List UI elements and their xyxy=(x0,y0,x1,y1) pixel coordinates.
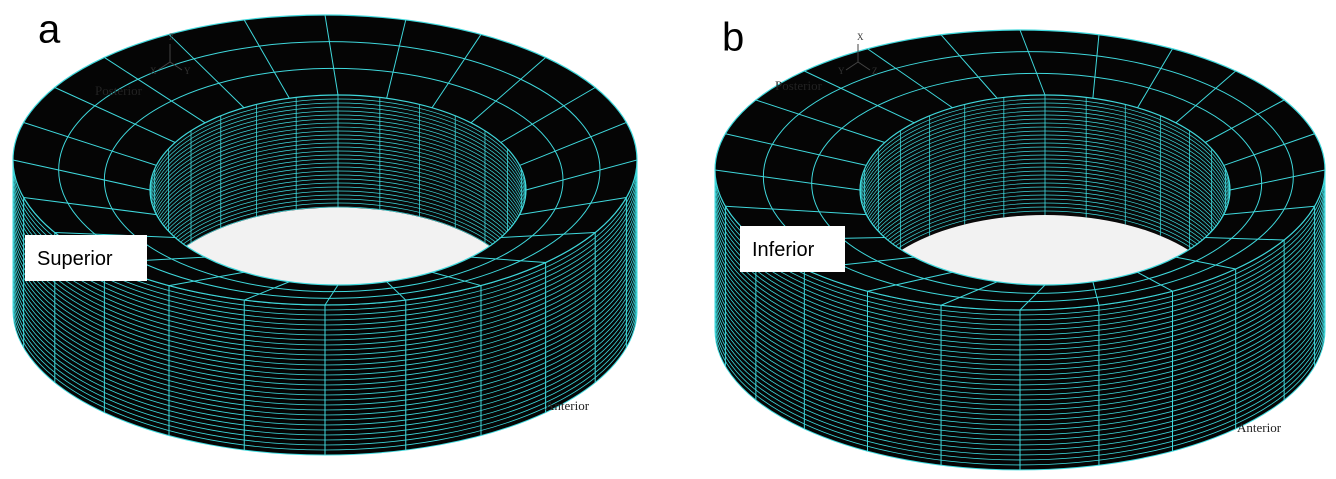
orientation-label: Posterior xyxy=(775,78,823,93)
axis-label: Z xyxy=(169,32,175,42)
orientation-label: Posterior xyxy=(95,83,143,98)
orientation-label: Anterior xyxy=(1237,420,1282,435)
axis-label: Y xyxy=(838,66,845,76)
view-label: Superior xyxy=(37,248,113,270)
axis-label: X xyxy=(150,66,157,76)
panel-label: a xyxy=(38,8,61,52)
axis-label: X xyxy=(857,32,864,42)
orientation-label: Anterior xyxy=(545,398,590,413)
page: a Z X Y Posterior Superior Anterior b X Y Z Posteri… xyxy=(0,0,1336,479)
panel-label: b xyxy=(722,16,744,60)
view-label: Inferior xyxy=(752,239,815,261)
axis-label: Z xyxy=(872,66,878,76)
figure: a Z X Y Posterior Superior Anterior b X Y Z Posteri… xyxy=(0,0,1336,479)
axis-label: Y xyxy=(184,66,191,76)
